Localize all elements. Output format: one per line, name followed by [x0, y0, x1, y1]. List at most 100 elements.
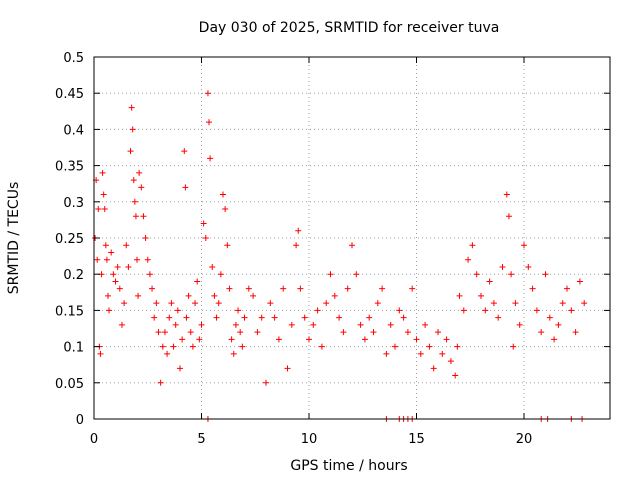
data-point: [505, 213, 512, 220]
data-point: [245, 285, 252, 292]
data-point: [353, 271, 360, 278]
data-point: [529, 285, 536, 292]
data-point: [295, 227, 302, 234]
x-tick-label: 0: [90, 432, 98, 447]
data-point: [409, 285, 416, 292]
y-axis-label: SRMTID / TECUs: [6, 182, 22, 295]
data-point: [263, 379, 269, 386]
data-point: [104, 292, 111, 299]
data-point: [310, 321, 317, 328]
data-point: [183, 314, 190, 321]
data-point: [361, 336, 368, 343]
x-tick-label: 10: [301, 432, 318, 447]
data-point: [146, 271, 153, 278]
data-point: [128, 104, 135, 111]
y-tick-label: 0: [76, 413, 84, 428]
data-point: [172, 321, 179, 328]
data-point: [224, 242, 231, 249]
y-tick-label: 0.1: [63, 341, 84, 356]
data-point: [228, 336, 235, 343]
x-tick-label: 15: [408, 432, 425, 447]
data-point: [503, 191, 510, 198]
data-point: [116, 285, 123, 292]
data-point: [280, 285, 287, 292]
data-point: [235, 307, 242, 314]
y-tick-label: 0.2: [63, 268, 84, 283]
data-point: [204, 90, 211, 97]
data-point: [250, 292, 257, 299]
y-tick-label: 0.4: [63, 123, 84, 138]
data-point: [138, 184, 145, 191]
data-point: [482, 307, 489, 314]
data-point: [555, 321, 562, 328]
data-point: [222, 206, 229, 213]
data-point: [159, 343, 166, 350]
data-point: [551, 336, 558, 343]
y-tick-label: 0.35: [55, 160, 84, 175]
data-point: [220, 191, 226, 198]
data-point: [454, 343, 461, 350]
data-point: [129, 126, 136, 133]
data-point: [149, 285, 156, 292]
data-point: [267, 300, 274, 307]
data-point: [206, 119, 213, 126]
data-point: [95, 206, 102, 213]
data-point: [153, 300, 160, 307]
data-point: [144, 256, 151, 263]
data-point: [200, 220, 207, 227]
chart-title: Day 030 of 2025, SRMTID for receiver tuv…: [199, 20, 500, 36]
data-point: [559, 300, 566, 307]
data-point: [217, 271, 224, 278]
data-point: [327, 271, 334, 278]
data-point: [125, 263, 132, 270]
data-point: [568, 307, 575, 314]
data-point: [374, 300, 381, 307]
data-point: [469, 242, 476, 249]
data-point: [108, 249, 115, 256]
data-point: [465, 256, 472, 263]
data-point: [202, 235, 209, 241]
data-point: [114, 263, 121, 270]
data-point: [331, 292, 338, 299]
data-point: [370, 329, 377, 336]
data-point: [155, 329, 162, 336]
data-point: [112, 278, 119, 285]
data-point: [100, 191, 107, 198]
y-ticks: 0 0.05 0.1 0.15 0.2 0.25 0.3 0.35 0.4 0.45 0.5: [55, 51, 610, 428]
data-point: [379, 285, 386, 292]
data-point: [136, 169, 143, 176]
data-point: [417, 350, 424, 357]
data-point: [121, 300, 128, 307]
data-point: [460, 307, 467, 314]
data-point: [404, 329, 411, 336]
data-point: [192, 300, 199, 307]
data-point: [318, 343, 325, 350]
data-point: [576, 278, 583, 285]
x-tick-label: 5: [197, 432, 205, 447]
data-point: [443, 336, 450, 343]
data-point: [383, 350, 390, 357]
y-tick-label: 0.5: [63, 51, 84, 66]
data-point: [151, 314, 158, 321]
data-point: [396, 307, 403, 314]
data-point: [510, 343, 517, 350]
y-tick-label: 0.45: [55, 87, 84, 102]
data-point: [103, 256, 110, 263]
data-point: [157, 379, 164, 386]
data-point: [166, 314, 173, 321]
data-point: [486, 278, 493, 285]
data-point: [344, 285, 351, 292]
x-ticks: 0 5 10 15 20: [90, 57, 532, 447]
y-tick-label: 0.3: [63, 196, 84, 211]
data-point: [478, 292, 484, 299]
data-point: [99, 169, 106, 176]
data-point: [512, 300, 519, 307]
data-point: [237, 329, 244, 336]
data-point: [131, 198, 138, 205]
data-point: [564, 285, 570, 292]
data-point: [170, 343, 177, 350]
data-point: [275, 336, 282, 343]
data-point: [110, 271, 117, 278]
data-point: [366, 314, 373, 321]
